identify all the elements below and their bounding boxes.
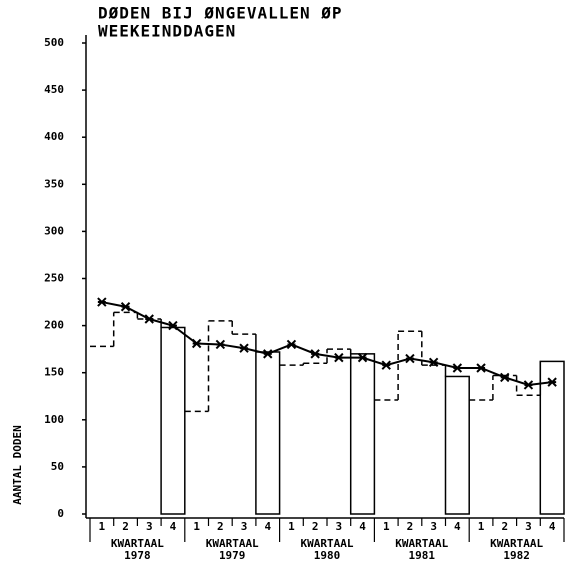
x-tick-label: 2 xyxy=(217,520,224,533)
chart-title-line: WEEKEINDDAGEN xyxy=(98,22,236,41)
x-tick-label: 2 xyxy=(312,520,319,533)
group-label: KWARTAAL xyxy=(111,537,164,550)
x-tick-label: 3 xyxy=(336,520,343,533)
y-tick-label: 300 xyxy=(44,224,64,237)
bar xyxy=(444,375,470,515)
trend-marker xyxy=(191,338,202,349)
y-tick-label: 350 xyxy=(44,177,64,190)
x-tick-label: 4 xyxy=(170,520,177,533)
group-label: KWARTAAL xyxy=(206,537,259,550)
trend-line xyxy=(101,301,553,386)
y-tick-label: 400 xyxy=(44,130,64,143)
trend-marker xyxy=(97,297,107,307)
x-tick-label: 4 xyxy=(359,520,366,533)
y-tick-label: 250 xyxy=(44,272,64,285)
trend-marker xyxy=(476,363,486,373)
chart-title-line: DØDEN BIJ ØNGEVALLEN ØP xyxy=(98,4,343,23)
group-label: KWARTAAL xyxy=(301,537,354,550)
x-tick-label: 3 xyxy=(241,520,248,533)
trend-marker xyxy=(523,380,534,390)
y-tick-label: 150 xyxy=(44,366,64,379)
group-year: 1980 xyxy=(314,549,341,562)
trend-marker xyxy=(357,352,368,363)
bar xyxy=(539,360,565,515)
group-year: 1979 xyxy=(219,549,246,562)
y-tick-label: 0 xyxy=(57,507,64,520)
bar xyxy=(349,353,376,515)
x-tick-label: 1 xyxy=(288,520,295,533)
x-tick-label: 1 xyxy=(383,520,390,533)
x-tick-label: 3 xyxy=(146,520,153,533)
x-tick-label: 2 xyxy=(122,520,129,533)
group-label: KWARTAAL xyxy=(395,537,448,550)
trend-marker xyxy=(334,352,344,363)
trend-marker xyxy=(405,353,415,364)
x-tick-label: 1 xyxy=(99,520,106,533)
trend-marker xyxy=(168,320,178,331)
x-tick-label: 2 xyxy=(407,520,414,533)
trend-marker xyxy=(310,349,320,359)
trend-marker xyxy=(215,339,226,350)
trend-marker xyxy=(381,360,391,370)
trend-marker xyxy=(120,302,131,312)
x-tick-label: 4 xyxy=(264,520,271,533)
bar xyxy=(255,351,281,515)
x-tick-label: 2 xyxy=(501,520,508,533)
x-tick-label: 4 xyxy=(454,520,461,533)
trend-marker xyxy=(500,372,510,383)
y-tick-label: 50 xyxy=(51,460,64,473)
trend-marker xyxy=(144,314,154,324)
group-label: KWARTAAL xyxy=(490,537,543,550)
trend-marker xyxy=(286,339,297,350)
trend-marker xyxy=(263,349,273,359)
trend-marker xyxy=(239,343,249,353)
trend-marker xyxy=(428,357,439,368)
y-tick-label: 450 xyxy=(44,83,64,96)
y-tick-label: 500 xyxy=(44,36,64,49)
x-tick-label: 1 xyxy=(193,520,200,533)
x-tick-label: 4 xyxy=(549,520,556,533)
y-tick-label: 200 xyxy=(44,319,64,332)
y-axis-label: AANTAL DODEN xyxy=(11,425,24,504)
group-year: 1982 xyxy=(503,549,530,562)
trend-marker xyxy=(452,363,463,373)
group-year: 1981 xyxy=(409,549,436,562)
group-year: 1978 xyxy=(124,549,151,562)
x-tick-label: 1 xyxy=(478,520,485,533)
trend-marker xyxy=(547,377,557,387)
bar xyxy=(160,326,186,515)
x-tick-label: 3 xyxy=(430,520,437,533)
y-tick-label: 100 xyxy=(44,413,64,426)
x-tick-label: 3 xyxy=(525,520,532,533)
